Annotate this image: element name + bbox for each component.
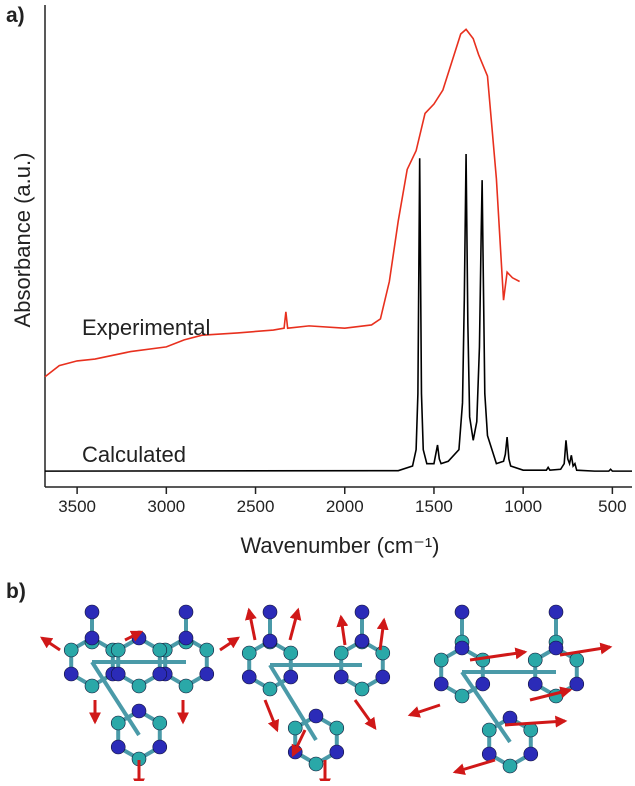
atom bbox=[333, 669, 349, 685]
atom bbox=[548, 604, 564, 620]
atom bbox=[84, 604, 100, 620]
atom bbox=[241, 645, 257, 661]
atom bbox=[199, 642, 215, 658]
atom bbox=[283, 645, 299, 661]
spectrum-line bbox=[44, 154, 632, 472]
atom bbox=[333, 645, 349, 661]
atom bbox=[354, 633, 370, 649]
atom bbox=[454, 688, 470, 704]
x-tick-label: 500 bbox=[598, 497, 626, 516]
atom bbox=[178, 678, 194, 694]
atom bbox=[84, 678, 100, 694]
molecule-diagrams bbox=[40, 604, 613, 786]
x-tick-label: 2500 bbox=[237, 497, 275, 516]
atom bbox=[262, 604, 278, 620]
vibration-arrow bbox=[376, 617, 389, 651]
atom bbox=[63, 642, 79, 658]
vibration-arrow bbox=[559, 642, 613, 657]
atom bbox=[354, 681, 370, 697]
x-tick-label: 1500 bbox=[415, 497, 453, 516]
atom bbox=[329, 720, 345, 736]
atom bbox=[287, 720, 303, 736]
vibration-arrow bbox=[288, 607, 302, 641]
atom bbox=[527, 652, 543, 668]
vibration-arrow bbox=[452, 758, 496, 775]
x-axis-label: Wavenumber (cm⁻¹) bbox=[240, 533, 439, 558]
atom bbox=[131, 678, 147, 694]
atom bbox=[84, 630, 100, 646]
vibration-arrow bbox=[124, 630, 144, 642]
x-tick-label: 2000 bbox=[326, 497, 364, 516]
vibration-arrow bbox=[263, 699, 280, 733]
atom bbox=[262, 681, 278, 697]
atom bbox=[569, 652, 585, 668]
x-tick-label: 3500 bbox=[58, 497, 96, 516]
x-tick-label: 3000 bbox=[147, 497, 185, 516]
spectrum-line bbox=[44, 28, 520, 378]
atom bbox=[548, 640, 564, 656]
series-label: Experimental bbox=[82, 315, 210, 340]
atom bbox=[152, 642, 168, 658]
atom bbox=[110, 642, 126, 658]
vibration-arrow bbox=[336, 614, 349, 646]
atom bbox=[283, 669, 299, 685]
atom bbox=[131, 703, 147, 719]
vibration-arrow bbox=[529, 686, 573, 702]
atom bbox=[454, 604, 470, 620]
atom bbox=[375, 645, 391, 661]
atom bbox=[178, 604, 194, 620]
bond bbox=[268, 663, 318, 742]
panel-label: b) bbox=[6, 580, 26, 603]
atom bbox=[110, 739, 126, 755]
atom bbox=[481, 722, 497, 738]
atom bbox=[433, 676, 449, 692]
vibration-arrow bbox=[244, 607, 257, 641]
atom bbox=[527, 676, 543, 692]
atom bbox=[308, 708, 324, 724]
vibration-arrow bbox=[469, 647, 528, 662]
x-tick-label: 1000 bbox=[504, 497, 542, 516]
atom bbox=[262, 633, 278, 649]
atom bbox=[433, 652, 449, 668]
atom bbox=[375, 669, 391, 685]
panel-label: a) bbox=[6, 4, 25, 27]
y-axis-label: Absorbance (a.u.) bbox=[10, 153, 35, 328]
atom bbox=[354, 604, 370, 620]
atom bbox=[199, 666, 215, 682]
series-label: Calculated bbox=[82, 442, 186, 467]
atom bbox=[152, 666, 168, 682]
vibration-arrow bbox=[291, 729, 307, 758]
vibration-arrow bbox=[353, 699, 377, 730]
atom bbox=[63, 666, 79, 682]
vibration-arrow bbox=[407, 703, 441, 718]
atom bbox=[308, 756, 324, 772]
atom bbox=[241, 669, 257, 685]
atom bbox=[475, 676, 491, 692]
vibration-arrow bbox=[504, 715, 568, 728]
bond bbox=[460, 670, 512, 744]
atom bbox=[178, 630, 194, 646]
bond bbox=[90, 660, 141, 737]
atom bbox=[502, 758, 518, 774]
atom bbox=[152, 715, 168, 731]
atom bbox=[523, 746, 539, 762]
vibration-arrow bbox=[219, 636, 240, 652]
atom bbox=[454, 640, 470, 656]
atom bbox=[110, 666, 126, 682]
atom bbox=[329, 744, 345, 760]
vibration-arrow bbox=[40, 636, 61, 652]
atom bbox=[152, 739, 168, 755]
atom bbox=[110, 715, 126, 731]
atom bbox=[569, 676, 585, 692]
